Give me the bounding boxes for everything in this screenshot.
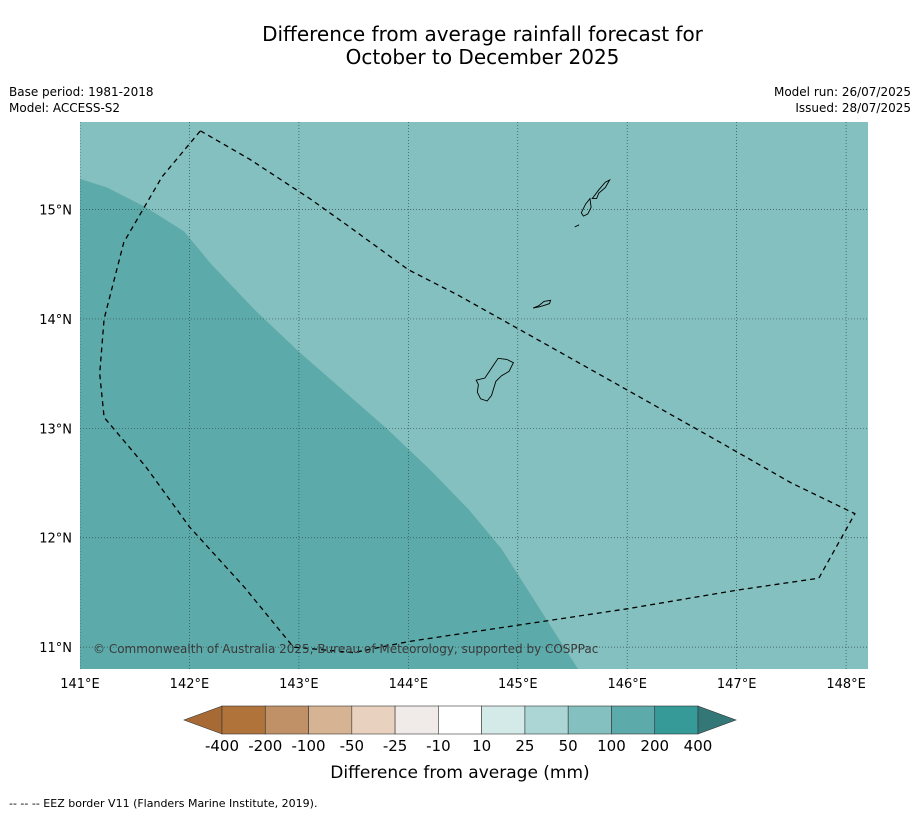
latitude-tick-labels: 15°N 14°N 13°N 12°N 11°N [39, 204, 72, 657]
colorbar-cell [524, 705, 569, 735]
lon-tick-label: 145°E [498, 677, 538, 692]
lon-tick-label: 143°E [279, 677, 319, 692]
map-title: Difference from average rainfall forecas… [0, 23, 919, 69]
colorbar-cell [308, 705, 353, 735]
colorbar-tick-label: -400 [205, 737, 239, 755]
colorbar-labels: -400 -200 -100 -50 -25 -10 10 25 50 100 200 400 [205, 737, 712, 755]
map-gridlines [80, 122, 868, 669]
island-outline [532, 299, 552, 309]
colorbar-title: Difference from average (mm) [330, 763, 589, 783]
colorbar-tick-label: 100 [597, 737, 626, 755]
colorbar-tick-label: 25 [515, 737, 534, 755]
longitude-tick-labels: 141°E 142°E 143°E 144°E 145°E 146°E 147°E 148°E [60, 677, 866, 692]
issued-label: Issued: 28/07/2025 [795, 101, 911, 115]
colorbar-cell [481, 705, 526, 735]
colorbar: -400 -200 -100 -50 -25 -10 10 25 50 100 200 400 Dif… [183, 705, 737, 783]
island-outline [475, 357, 515, 402]
colorbar-cell [438, 705, 482, 735]
islands [475, 178, 611, 402]
colorbar-tick-label: -10 [426, 737, 451, 755]
map-title-line2: October to December 2025 [345, 45, 620, 69]
colorbar-cell [654, 705, 699, 735]
map-title-line1: Difference from average rainfall forecas… [262, 22, 703, 46]
colorbar-cell [351, 705, 396, 735]
colorbar-cell [611, 705, 656, 735]
colorbar-cell [567, 705, 612, 735]
colorbar-extend-high [697, 705, 737, 735]
base-period-label: Base period: 1981-2018 [9, 85, 154, 99]
colorbar-tick-label: 10 [472, 737, 491, 755]
colorbar-cells [183, 705, 737, 735]
lon-tick-label: 141°E [60, 677, 100, 692]
lon-tick-label: 144°E [389, 677, 429, 692]
colorbar-cell [221, 705, 266, 735]
colorbar-tick-label: 50 [559, 737, 578, 755]
lat-tick-label: 15°N [39, 204, 72, 219]
lon-tick-label: 148°E [826, 677, 866, 692]
colorbar-extend-low [183, 705, 223, 735]
lon-tick-label: 147°E [717, 677, 757, 692]
colorbar-tick-label: 400 [684, 737, 713, 755]
colorbar-tick-label: 200 [640, 737, 669, 755]
eez-footnote: -- -- -- EEZ border V11 (Flanders Marine… [9, 797, 318, 810]
colorbar-tick-label: -25 [383, 737, 408, 755]
forecast-region-100-200 [80, 178, 578, 669]
model-label: Model: ACCESS-S2 [9, 101, 121, 115]
map-plot-area: © Commonwealth of Australia 2025, Bureau… [80, 122, 868, 669]
meta-left: Base period: 1981-2018 Model: ACCESS-S2 [9, 84, 154, 116]
meta-right: Model run: 26/07/2025 Issued: 28/07/2025 [774, 84, 911, 116]
island-outline [580, 197, 592, 217]
copyright-notice: © Commonwealth of Australia 2025, Bureau… [93, 642, 598, 656]
lon-tick-label: 146°E [607, 677, 647, 692]
colorbar-tick-label: -200 [248, 737, 282, 755]
eez-border-line [99, 129, 856, 654]
lat-tick-label: 11°N [39, 641, 72, 656]
lat-tick-label: 12°N [39, 532, 72, 547]
lon-tick-label: 142°E [170, 677, 210, 692]
lat-tick-label: 13°N [39, 422, 72, 437]
lat-tick-label: 14°N [39, 313, 72, 328]
island-outline [574, 224, 580, 228]
colorbar-tick-label: -100 [292, 737, 326, 755]
colorbar-tick-label: -50 [340, 737, 365, 755]
model-run-label: Model run: 26/07/2025 [773, 85, 911, 99]
colorbar-cell [264, 705, 309, 735]
colorbar-cell [394, 705, 439, 735]
island-outline [591, 178, 611, 200]
